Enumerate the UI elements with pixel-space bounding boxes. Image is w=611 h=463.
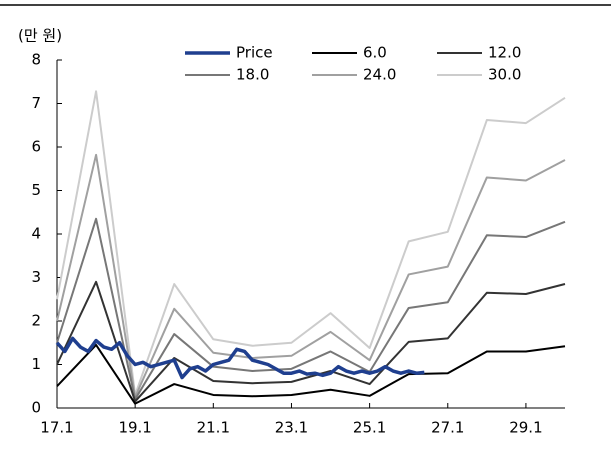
series-line [56, 343, 566, 405]
y-tick-label: 2 [31, 312, 41, 330]
x-tick-label: 27.1 [431, 419, 464, 437]
series-line [56, 90, 566, 396]
y-tick-label: 5 [31, 181, 41, 199]
legend-label: 30.0 [488, 66, 521, 84]
y-tick-label: 1 [31, 355, 41, 373]
legend-label: 18.0 [236, 66, 269, 84]
series-line [56, 280, 566, 403]
x-tick-label: 25.1 [353, 419, 386, 437]
y-tick-label: 3 [31, 268, 41, 286]
y-tick-label: 6 [31, 138, 41, 156]
y-tick-label: 8 [31, 51, 41, 69]
series-line [56, 217, 566, 401]
x-tick-label: 19.1 [118, 419, 151, 437]
y-tick-label: 4 [31, 225, 41, 243]
series-line [56, 153, 566, 399]
y-axis-label: (만 원) [18, 27, 62, 45]
x-tick-label: 29.1 [509, 419, 542, 437]
y-tick-label: 0 [31, 399, 41, 417]
legend-label: 12.0 [488, 44, 521, 62]
legend-label: 6.0 [363, 44, 387, 62]
legend-label: Price [236, 44, 273, 62]
x-tick-label: 23.1 [275, 419, 308, 437]
x-tick-label: 17.1 [40, 419, 73, 437]
series-line [55, 336, 425, 380]
legend-label: 24.0 [363, 66, 396, 84]
y-tick-label: 7 [31, 94, 41, 112]
x-tick-label: 21.1 [197, 419, 230, 437]
